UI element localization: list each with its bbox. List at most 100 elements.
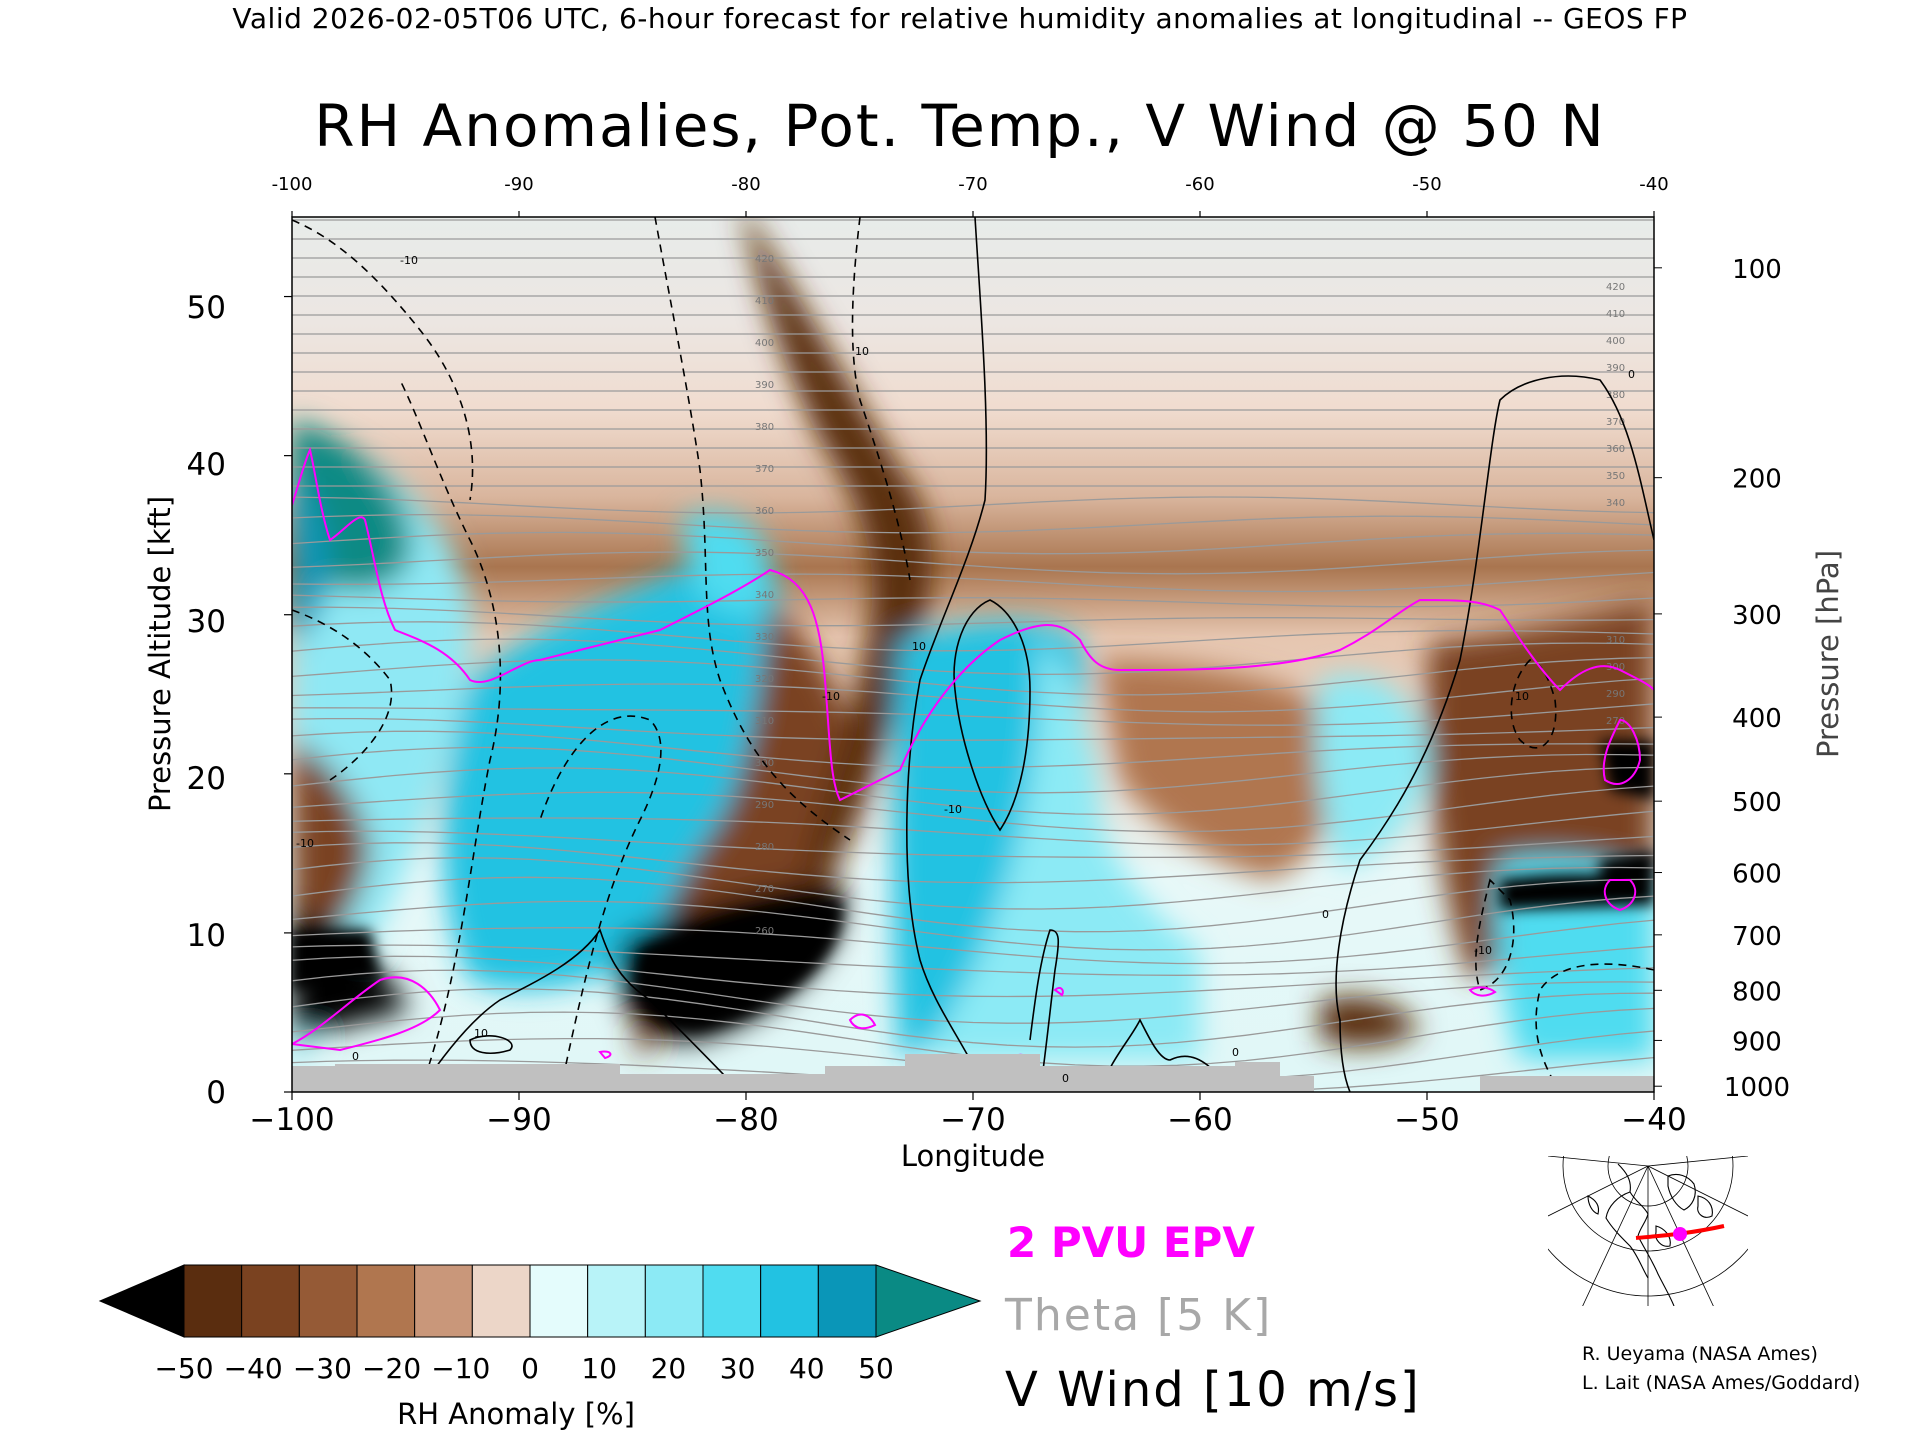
theta-contour [292,830,1654,859]
top-tick-label: -60 [1185,174,1214,195]
theta-contour [292,571,1654,593]
pvu-contour [1053,986,1064,997]
pressure-tick-label: 200 [1732,465,1782,495]
theta-contour [292,513,1654,534]
vwind-label: -10 [944,803,962,816]
top-tick-label: -50 [1412,174,1441,195]
vwind-contours [292,217,1654,1092]
pressure-tick-label: 600 [1732,860,1782,890]
theta-label: 360 [1606,444,1625,455]
x-tick-label: −60 [1167,1102,1232,1138]
vwind-contour [953,599,1031,832]
y-tick-label: 0 [206,1075,226,1111]
pressure-tick-label: 300 [1732,601,1782,631]
theta-label: 420 [1606,282,1625,293]
theta-label: 380 [1606,390,1625,401]
colorbar-min-arrow [98,1264,185,1338]
vwind-label: 10 [1515,690,1529,703]
pvu-contour [598,1050,612,1060]
axis-tick-marks [284,211,1655,1100]
colorbar-swatch [241,1264,300,1338]
y-tick-label: 30 [187,604,226,640]
vwind-label: -10 [296,837,314,850]
colorbar-swatch [702,1264,762,1338]
vwind-contour [1029,929,1060,1092]
pressure-tick-label: 100 [1732,255,1782,285]
surface-mask [292,1054,1654,1092]
theta-contour [292,766,1654,816]
theta-label: 290 [1606,689,1625,700]
theta-contour [292,857,1654,910]
top-tick-label: -90 [504,174,533,195]
colorbar-max-arrow [875,1264,982,1338]
y-tick-label: 20 [187,761,226,797]
y-tick-label: 40 [187,447,226,483]
theta-label: 370 [755,464,774,475]
theta-contour [292,606,1654,627]
theta-label: 350 [755,548,774,559]
colorbar-swatch [471,1264,531,1338]
theta-contour [292,594,1654,608]
chart-title: RH Anomalies, Pot. Temp., V Wind @ 50 N [314,92,1606,160]
theta-label: 340 [755,590,774,601]
colorbar [98,1264,982,1338]
vwind-contour [399,379,502,1092]
x-tick-label: −70 [940,1102,1005,1138]
theta-label: 310 [755,716,774,727]
x-tick-label: −100 [249,1102,334,1138]
top-tick-label: -40 [1639,174,1668,195]
x-tick-label: −40 [1621,1102,1686,1138]
theta-label: 360 [755,506,774,517]
colorbar-tick-label: −40 [224,1352,283,1385]
theta-label: 290 [755,800,774,811]
colorbar-tick-label: 30 [720,1352,756,1385]
pvu-contour [1468,986,1497,997]
theta-label: 390 [755,380,774,391]
theta-contour [292,955,1654,998]
theta-contour [292,677,1654,713]
theta-contour [292,549,1654,575]
theta-contour [292,895,1654,951]
theta-contour [292,717,1654,741]
y-tick-label: 50 [187,290,226,326]
theta-contour [292,785,1654,833]
colorbar-label: RH Anomaly [%] [397,1397,635,1431]
colorbar-swatch [587,1264,646,1338]
vwind-label: 0 [1628,368,1635,381]
theta-contour [292,656,1654,696]
colorbar-tick-label: 20 [651,1352,687,1385]
theta-contour [292,730,1654,769]
valid-time-banner: Valid 2026-02-05T06 UTC, 6-hour forecast… [232,2,1688,35]
theta-label: 400 [1606,336,1625,347]
theta-label: 380 [755,422,774,433]
theta-label: 350 [1606,471,1625,482]
theta-label: 390 [1606,363,1625,374]
colorbar-tick-label: −50 [154,1352,213,1385]
theta-label: 320 [755,674,774,685]
vwind-contour [851,217,911,581]
credit-line-1: R. Ueyama (NASA Ames) [1582,1343,1818,1365]
theta-contour [292,876,1654,933]
theta-contour [292,810,1654,846]
vwind-contour [292,609,393,781]
colorbar-tick-label: 50 [858,1352,894,1385]
vwind-contour [292,219,474,501]
pvu-contour [1603,879,1637,912]
colorbar-swatch [760,1264,819,1338]
theta-contour [292,621,1654,652]
x-tick-label: −90 [486,1102,551,1138]
top-longitude-ticks: -100 -90 -80 -70 -60 -50 -40 [272,174,1669,195]
top-tick-label: -70 [958,174,987,195]
x-tick-label: −50 [1394,1102,1459,1138]
colorbar-tick-label: −10 [431,1352,490,1385]
colorbar-swatch [529,1264,589,1338]
vwind-label: 0 [1232,1046,1239,1059]
vwind-contour [906,217,988,1092]
legend-vwind-label: V Wind [10 m/s] [1005,1362,1421,1418]
top-tick-label: -100 [272,174,313,195]
theta-contours [292,219,1654,1092]
vwind-label: 0 [352,1050,359,1063]
theta-label: 270 [1606,716,1625,727]
vwind-label: -10 [400,254,418,267]
